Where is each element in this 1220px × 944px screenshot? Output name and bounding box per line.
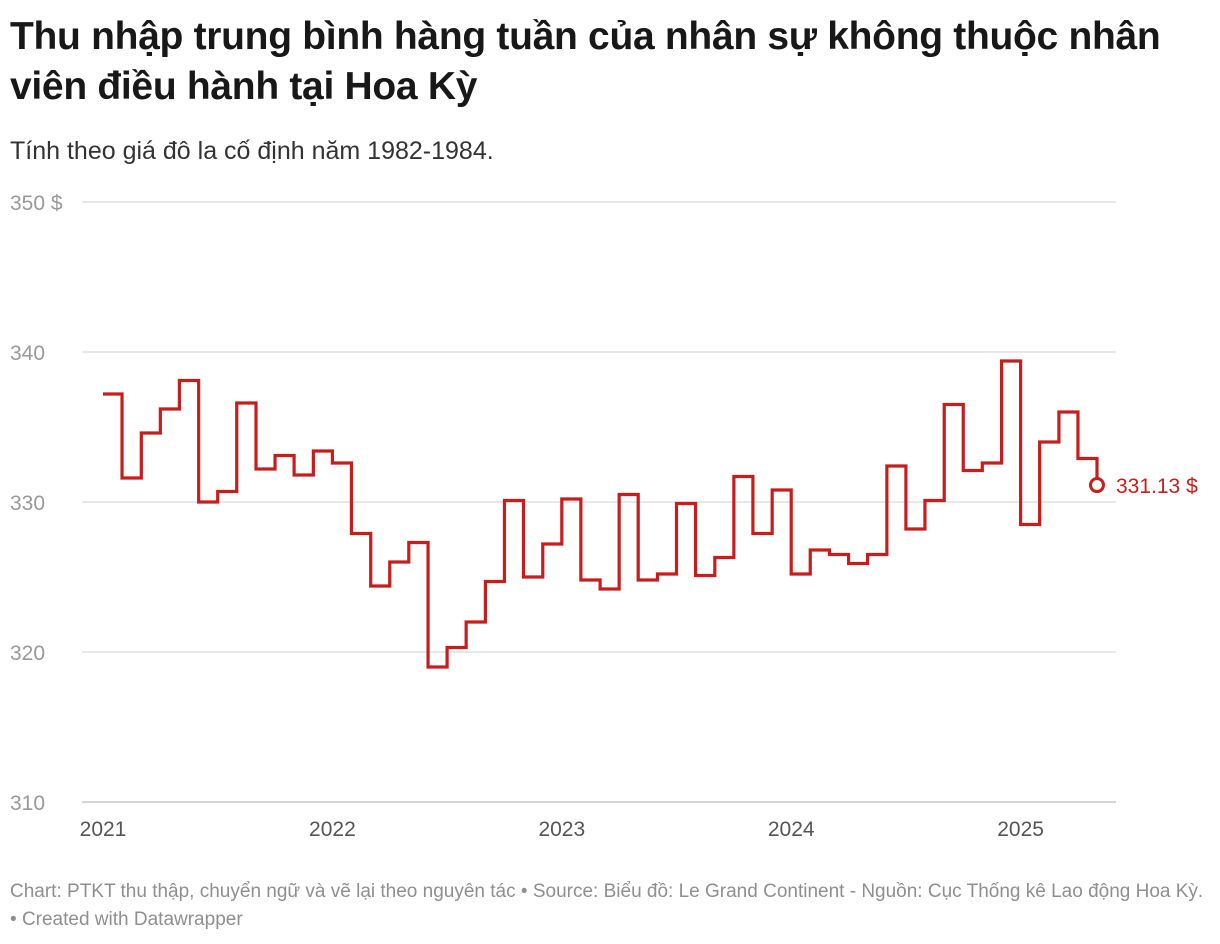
data-point (675, 502, 679, 506)
data-point (407, 541, 411, 545)
series-line (103, 359, 1099, 669)
data-point (980, 461, 984, 465)
data-point (923, 499, 927, 503)
data-point (273, 454, 277, 458)
data-point (1076, 457, 1080, 461)
data-point (751, 532, 755, 536)
data-point (1000, 359, 1004, 363)
data-point (636, 578, 640, 582)
footer-created-with: Created with Datawrapper (21, 909, 243, 930)
data-point (1057, 410, 1061, 414)
data-point (560, 497, 564, 501)
data-point (216, 490, 220, 494)
x-tick-label: 2022 (309, 818, 356, 841)
data-point (732, 475, 736, 479)
data-point (521, 575, 525, 579)
data-point (254, 467, 258, 471)
data-point (808, 548, 812, 552)
data-point (120, 476, 124, 480)
data-point (311, 449, 315, 453)
data-point (904, 527, 908, 531)
footer-chart-credit: Chart: PTKT thu thập, chuyển ngữ và vẽ l… (10, 881, 516, 902)
chart-footer: Chart: PTKT thu thập, chuyển ngữ và vẽ l… (10, 878, 1205, 934)
data-point (713, 556, 717, 560)
data-point (885, 464, 889, 468)
data-point (789, 572, 793, 576)
data-point (464, 620, 468, 624)
chart-title: Thu nhập trung bình hàng tuần của nhân s… (10, 15, 1161, 108)
data-point (866, 553, 870, 557)
footer-source: Source: Biểu đồ: Le Grand Continent - Ng… (532, 881, 1204, 902)
last-value-label: 331.13 $ (1116, 475, 1198, 498)
data-point (961, 469, 965, 473)
x-tick-label: 2024 (768, 818, 815, 841)
y-tick-label: 310 (10, 792, 45, 815)
y-axis-labels: 350 $ 340 330 320 310 (10, 192, 63, 815)
x-tick-label: 2021 (80, 818, 127, 841)
data-point (1038, 440, 1042, 444)
series: 331.13 $ (101, 359, 1198, 669)
data-point (349, 532, 353, 536)
data-point (292, 473, 296, 477)
data-point (177, 379, 181, 383)
y-tick-label: 320 (10, 642, 45, 665)
footer-separator: • (10, 909, 17, 930)
data-point (617, 493, 621, 497)
x-axis-labels: 2021 2022 2023 2024 2025 (80, 818, 1044, 841)
data-point (502, 499, 506, 503)
data-point (369, 584, 373, 588)
data-point (828, 553, 832, 557)
data-point (770, 488, 774, 492)
last-point-marker (1089, 477, 1105, 494)
gridlines (82, 201, 1116, 803)
data-point (330, 461, 334, 465)
x-tick-label: 2023 (538, 818, 585, 841)
y-tick-label: 330 (10, 492, 45, 515)
y-tick-label: 340 (10, 342, 45, 365)
footer-separator: • (520, 881, 528, 902)
data-point (101, 392, 105, 396)
data-point (139, 431, 143, 435)
data-point (655, 572, 659, 576)
data-point (158, 407, 162, 411)
data-point (197, 500, 201, 504)
data-point (235, 401, 239, 405)
data-point (598, 587, 602, 591)
y-tick-label: 350 $ (10, 192, 63, 215)
data-point (388, 560, 392, 564)
data-point (426, 665, 430, 669)
data-point (942, 403, 946, 407)
data-point (579, 578, 583, 582)
data-point (694, 574, 698, 578)
data-point (483, 580, 487, 584)
chart-subtitle: Tính theo giá đô la cố định năm 1982-198… (10, 137, 494, 165)
data-point (847, 562, 851, 566)
x-tick-label: 2025 (997, 818, 1044, 841)
data-point (1019, 523, 1023, 527)
data-point (445, 646, 449, 650)
data-point (541, 542, 545, 546)
